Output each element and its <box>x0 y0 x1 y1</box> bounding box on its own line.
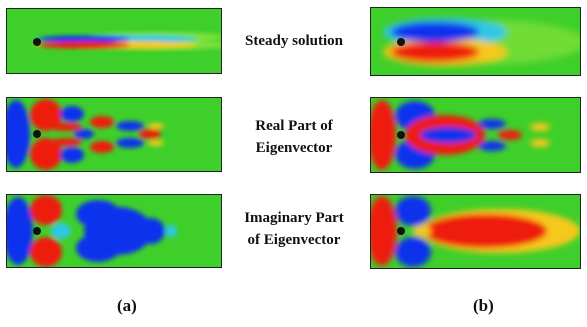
row-label-real-line2: Eigenvector <box>255 140 333 156</box>
row-label-imaginary-line2: of Eigenvector <box>247 232 341 248</box>
panel-a-real-eigenvector-contour <box>6 97 222 172</box>
row-label-real: Real Part of Eigenvector <box>228 115 360 159</box>
row-label-imaginary-line1: Imaginary Part <box>244 210 344 226</box>
panel-a-steady-contour <box>6 8 222 74</box>
row-label-steady-text: Steady solution <box>245 33 343 49</box>
panel-b-imaginary-eigenvector-contour <box>370 194 581 269</box>
column-label-a: (a) <box>117 296 137 315</box>
panel-b-steady-contour <box>370 7 581 76</box>
panel-b-real-eigenvector-contour <box>370 97 581 173</box>
row-label-real-line1: Real Part of <box>255 118 333 134</box>
row-label-imaginary: Imaginary Part of Eigenvector <box>228 207 360 251</box>
row-label-steady: Steady solution <box>228 30 360 52</box>
column-label-b: (b) <box>473 296 494 315</box>
panel-a-imaginary-eigenvector-contour <box>6 194 222 268</box>
